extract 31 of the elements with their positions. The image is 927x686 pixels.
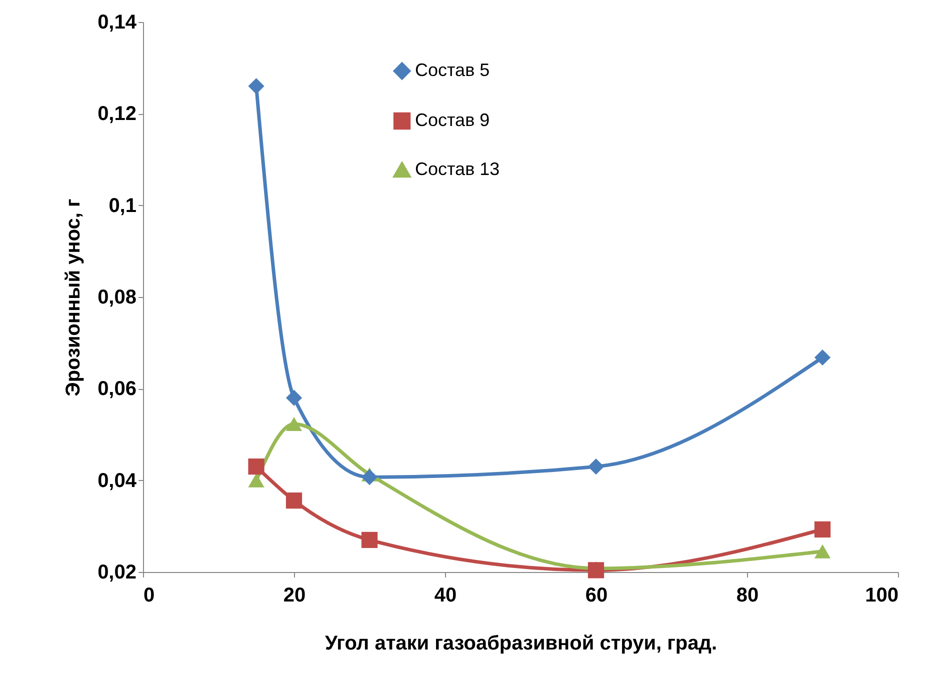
legend-label: Состав 5 [415,60,490,80]
x-tick-label: 80 [736,584,759,606]
legend-label: Состав 9 [415,110,490,130]
point [361,532,378,548]
point [814,349,831,366]
point [286,416,302,431]
point [588,562,604,578]
y-axis-title: Эрозионный унос, г [62,198,85,396]
y-tick-label: 0,06 [98,378,136,400]
point [286,390,302,406]
point [361,469,378,486]
x-axis-title: Угол атаки газоабразивной струи, град. [324,632,718,654]
y-tick-label: 0,04 [98,470,138,492]
point [248,473,264,488]
point [588,458,604,475]
y-tick-label: 0,02 [98,562,136,584]
point [286,492,302,509]
legend-label: Состав 13 [415,159,500,179]
x-tick-label: 100 [865,584,898,606]
y-tick-label: 0,1 [108,194,136,217]
point [248,458,264,475]
x-tick-label: 40 [434,584,457,606]
y-tick-label: 0,14 [98,12,138,34]
x-tick-label: 20 [283,584,306,606]
point [814,521,831,538]
y-tick-label: 0,08 [98,286,136,308]
point [814,544,831,558]
x-tick-label: 0 [144,584,155,606]
y-tick-label: 0,12 [98,103,136,126]
point [248,78,264,94]
x-tick-label: 60 [585,584,608,606]
